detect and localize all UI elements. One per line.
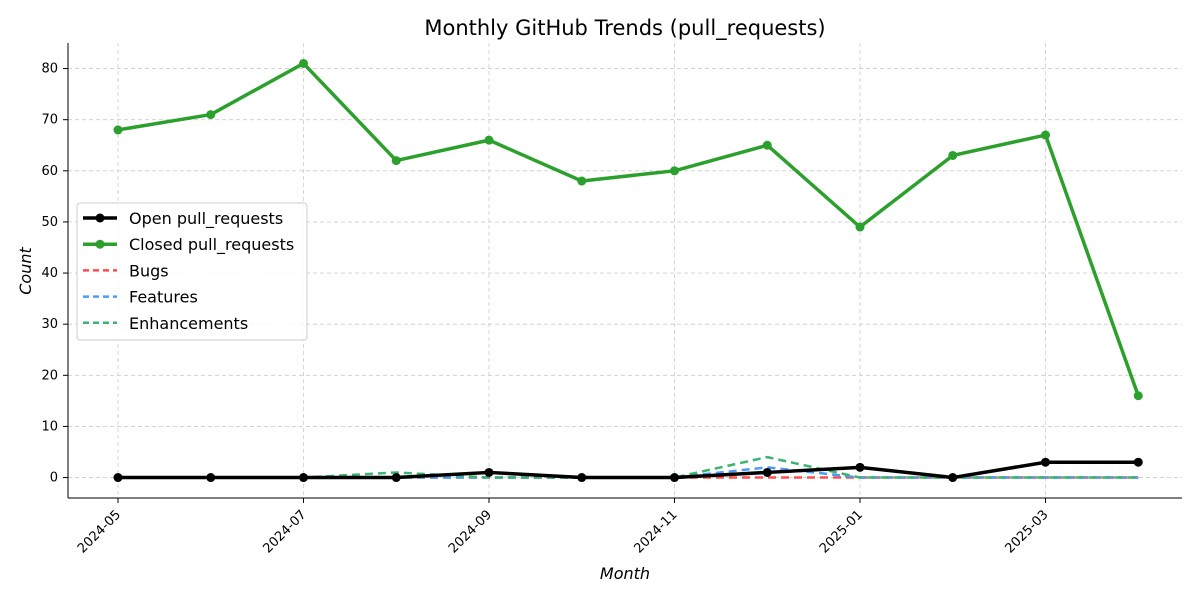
data-point: [484, 135, 494, 145]
legend-marker: [95, 239, 105, 249]
data-point: [1133, 391, 1143, 401]
x-tick-label: 2025-03: [1003, 507, 1052, 556]
data-point: [670, 473, 679, 483]
data-point: [577, 473, 587, 483]
legend-label: Bugs: [129, 261, 169, 280]
data-point: [948, 150, 958, 160]
data-point: [948, 473, 958, 483]
series-line: [117, 61, 1140, 397]
data-point: [670, 166, 679, 176]
x-tick-label: 2024-07: [261, 507, 310, 556]
data-point: [206, 473, 216, 483]
y-tick-label: 50: [41, 215, 58, 230]
chart-title: Monthly GitHub Trends (pull_requests): [424, 16, 825, 41]
y-tick-label: 40: [41, 266, 58, 281]
data-point: [577, 176, 587, 186]
data-point: [484, 467, 494, 477]
data-point: [855, 222, 865, 232]
data-point: [299, 473, 308, 483]
data-point: [391, 473, 401, 483]
legend-label: Open pull_requests: [129, 209, 283, 229]
y-tick-label: 60: [41, 164, 58, 179]
x-tick-label: 2024-11: [632, 507, 681, 556]
y-tick-label: 70: [41, 113, 58, 128]
data-point: [762, 467, 772, 477]
x-tick-label: 2025-01: [817, 507, 866, 556]
data-point: [299, 58, 308, 68]
data-point: [206, 110, 216, 120]
data-point: [113, 125, 123, 135]
y-tick-label: 80: [41, 62, 58, 77]
data-point: [855, 462, 865, 472]
x-tick-label: 2024-05: [75, 507, 124, 556]
y-tick-label: 0: [50, 471, 58, 486]
y-tick-label: 20: [41, 368, 58, 383]
data-point: [391, 156, 401, 166]
x-tick-label: 2024-09: [446, 507, 495, 556]
series-group: [113, 58, 1143, 483]
legend-label: Enhancements: [129, 314, 248, 333]
data-point: [1041, 457, 1050, 467]
y-axis-title: Count: [16, 247, 35, 295]
legend-marker: [95, 213, 105, 223]
series-line: [118, 455, 1139, 479]
legend-box: [76, 202, 308, 341]
legend: Open pull_requests Closed pull_requests Bu…: [76, 202, 308, 341]
y-tick-label: 10: [41, 419, 58, 434]
data-point: [1133, 457, 1143, 467]
series-line: [118, 460, 1139, 480]
data-point: [113, 473, 123, 483]
data-point: [1041, 130, 1050, 140]
legend-label: Features: [129, 288, 198, 307]
y-tick-label: 30: [41, 317, 58, 332]
data-point: [762, 140, 772, 150]
x-axis-title: Month: [600, 564, 650, 583]
legend-label: Closed pull_requests: [129, 235, 294, 255]
